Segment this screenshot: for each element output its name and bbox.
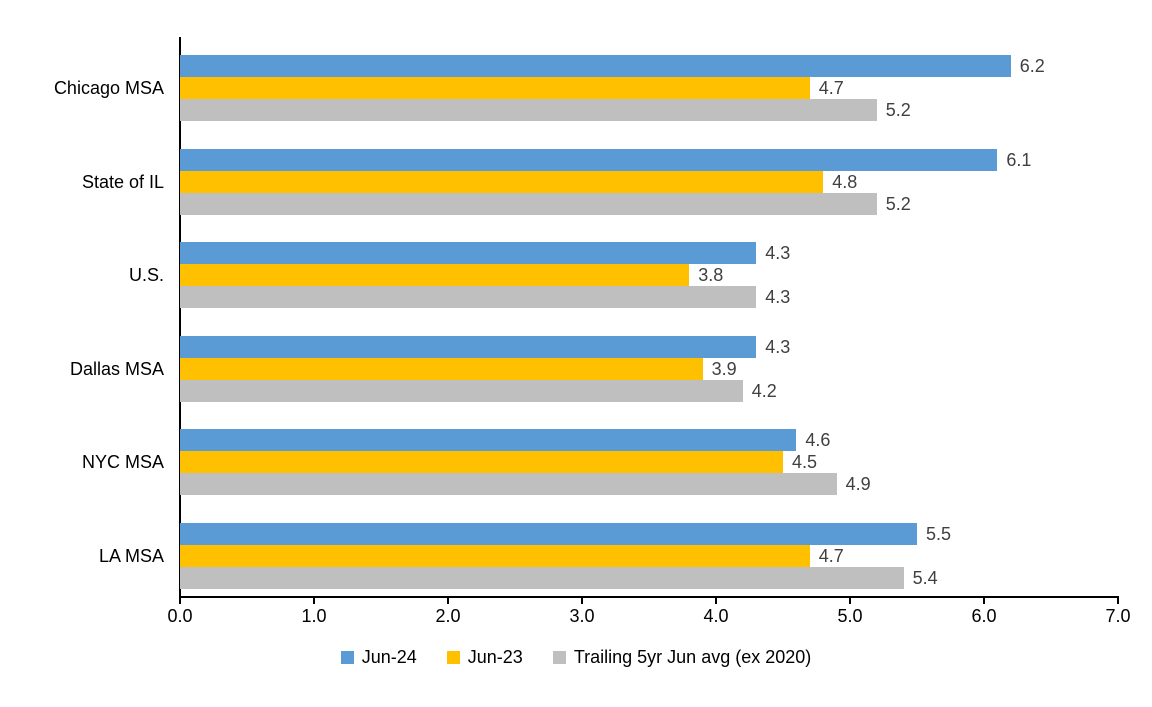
bar-row: 6.1 xyxy=(180,148,1118,171)
bar-trailing-5yr-jun-avg-ex-2020-dallas-msa xyxy=(180,379,743,402)
bar-jun-24-chicago-msa xyxy=(180,55,1011,77)
x-axis-tick-mark xyxy=(983,598,985,604)
bar-jun-24-u-s xyxy=(180,242,757,265)
bar-trailing-5yr-jun-avg-ex-2020-nyc-msa xyxy=(180,473,837,496)
bar-jun-24-la-msa xyxy=(180,523,917,545)
bar-row: 4.5 xyxy=(180,451,1118,474)
bar-jun-23-state-of-il xyxy=(180,170,824,193)
bar-jun-23-u-s xyxy=(180,264,690,287)
bar-trailing-5yr-jun-avg-ex-2020-u-s xyxy=(180,286,757,309)
x-axis-tick-mark xyxy=(1117,598,1119,604)
category-label-dallas-msa: Dallas MSA xyxy=(69,358,164,379)
data-label: 4.8 xyxy=(832,171,858,192)
x-axis-tick-label: 6.0 xyxy=(971,606,997,626)
data-label: 4.5 xyxy=(792,452,818,473)
bar-row: 3.9 xyxy=(180,357,1118,380)
data-label: 4.7 xyxy=(818,546,844,566)
data-label: 3.8 xyxy=(698,265,724,286)
bar-group-nyc-msa: 4.6 4.5 4.9 xyxy=(180,429,1118,496)
data-label: 6.1 xyxy=(1006,149,1032,170)
bar-row: 4.8 xyxy=(180,170,1118,193)
bar-trailing-5yr-jun-avg-ex-2020-state-of-il xyxy=(180,192,877,215)
legend-swatch-icon xyxy=(446,651,460,664)
data-label: 4.6 xyxy=(805,430,831,451)
x-axis-tick-label: 3.0 xyxy=(569,606,595,626)
x-axis-tick-mark xyxy=(179,598,181,604)
bar-group-state-of-il: 6.1 4.8 5.2 xyxy=(180,148,1118,215)
bar-group-chicago-msa: 6.2 4.7 5.2 xyxy=(180,55,1118,121)
data-label: 6.2 xyxy=(1019,56,1045,76)
bar-row: 3.8 xyxy=(180,264,1118,287)
x-axis-tick-label: 5.0 xyxy=(837,606,863,626)
bar-group-la-msa: 5.5 4.7 5.4 xyxy=(180,523,1118,589)
x-axis-tick-mark xyxy=(849,598,851,604)
x-axis-tick-mark xyxy=(447,598,449,604)
x-axis-tick-mark xyxy=(581,598,583,604)
chart-legend: Jun-24 Jun-23 Trailing 5yr Jun avg (ex 202… xyxy=(0,647,1152,668)
x-axis-tick-mark xyxy=(715,598,717,604)
x-axis-tick-mark xyxy=(313,598,315,604)
data-label: 5.2 xyxy=(885,193,911,214)
bar-row: 4.3 xyxy=(180,286,1118,309)
bar-row: 5.2 xyxy=(180,192,1118,215)
legend-swatch-icon xyxy=(552,651,566,664)
data-label: 5.5 xyxy=(926,524,952,544)
y-axis-line xyxy=(179,37,181,597)
x-axis-tick-label: 7.0 xyxy=(1105,606,1131,626)
bar-jun-24-dallas-msa xyxy=(180,335,757,358)
bar-jun-24-state-of-il xyxy=(180,148,998,171)
data-label: 4.7 xyxy=(818,78,844,98)
bar-jun-23-chicago-msa xyxy=(180,77,810,99)
bar-row: 4.7 xyxy=(180,545,1118,567)
bar-row: 6.2 xyxy=(180,55,1118,77)
bar-jun-24-nyc-msa xyxy=(180,429,797,452)
legend-item-jun-24: Jun-24 xyxy=(340,647,417,668)
bar-group-dallas-msa: 4.3 3.9 4.2 xyxy=(180,335,1118,402)
bar-row: 5.2 xyxy=(180,99,1118,121)
bar-jun-23-dallas-msa xyxy=(180,357,703,380)
bar-jun-23-nyc-msa xyxy=(180,451,783,474)
legend-item-trailing-5yr-jun-avg-ex-2020: Trailing 5yr Jun avg (ex 2020) xyxy=(552,647,812,668)
x-axis-tick-label: 1.0 xyxy=(301,606,327,626)
x-axis-tick-label: 4.0 xyxy=(703,606,729,626)
x-axis-line xyxy=(179,596,1119,598)
category-label-nyc-msa: NYC MSA xyxy=(81,452,164,473)
bar-row: 4.6 xyxy=(180,429,1118,452)
bar-trailing-5yr-jun-avg-ex-2020-la-msa xyxy=(180,567,904,589)
data-label: 5.4 xyxy=(912,568,938,588)
data-label: 4.9 xyxy=(845,474,871,495)
category-label-state-of-il: State of IL xyxy=(81,171,164,192)
data-label: 5.2 xyxy=(885,100,911,120)
data-label: 4.3 xyxy=(765,336,791,357)
legend-label: Trailing 5yr Jun avg (ex 2020) xyxy=(573,647,812,667)
bar-jun-23-la-msa xyxy=(180,545,810,567)
plot-area: 6.2 4.7 5.2 6.1 4.8 5.2 4.3 3.8 4.3 4.3 3.9 4.2 4.6 4… xyxy=(180,37,1118,597)
legend-swatch-icon xyxy=(340,651,354,664)
legend-item-jun-23: Jun-23 xyxy=(446,647,523,668)
bar-row: 4.2 xyxy=(180,379,1118,402)
category-label-u-s: U.S. xyxy=(128,265,164,286)
bar-group-u-s: 4.3 3.8 4.3 xyxy=(180,242,1118,309)
category-label-la-msa: LA MSA xyxy=(98,546,164,566)
legend-label: Jun-23 xyxy=(467,647,523,667)
data-label: 4.3 xyxy=(765,287,791,308)
bar-row: 5.5 xyxy=(180,523,1118,545)
x-axis-tick-label: 0.0 xyxy=(167,606,193,626)
bar-row: 4.9 xyxy=(180,473,1118,496)
category-label-chicago-msa: Chicago MSA xyxy=(53,78,164,98)
data-label: 4.3 xyxy=(765,243,791,264)
data-label: 4.2 xyxy=(751,380,777,401)
bar-row: 4.7 xyxy=(180,77,1118,99)
data-label: 3.9 xyxy=(711,358,737,379)
bar-row: 4.3 xyxy=(180,242,1118,265)
bar-row: 4.3 xyxy=(180,335,1118,358)
bar-trailing-5yr-jun-avg-ex-2020-chicago-msa xyxy=(180,99,877,121)
bar-row: 5.4 xyxy=(180,567,1118,589)
x-axis-tick-label: 2.0 xyxy=(435,606,461,626)
legend-label: Jun-24 xyxy=(361,647,417,667)
